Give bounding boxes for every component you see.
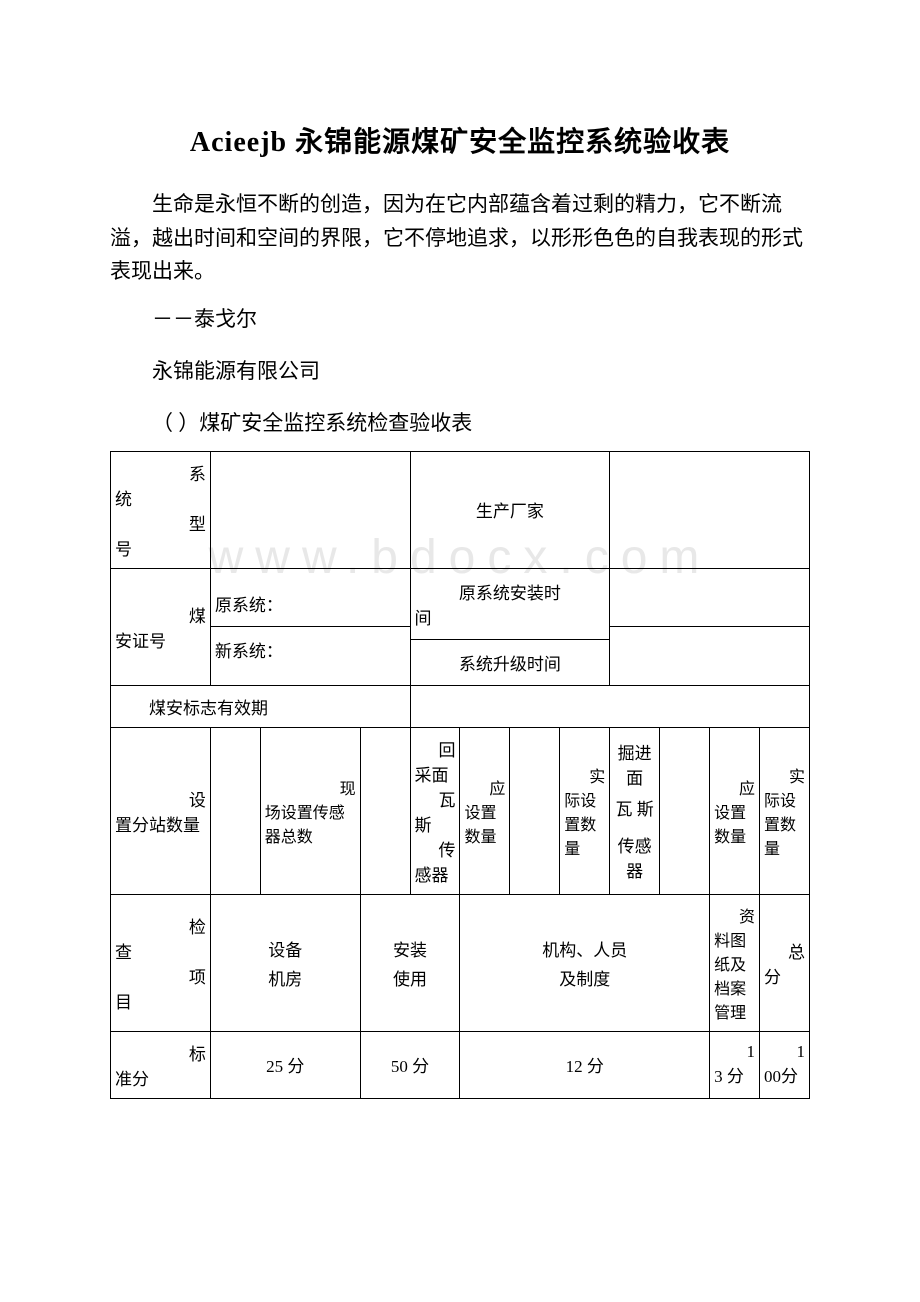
- cell-sensor-total-value: [360, 727, 410, 894]
- table-row: 设 置分站数量 现 场设置传感器总数 回 采面 瓦 斯 传 感器 应 设置数量 …: [111, 727, 810, 894]
- table-row: 系 统 型 号 生产厂家: [111, 451, 810, 568]
- cell-score-13: 1 3 分: [710, 1031, 760, 1098]
- cell-cert-validity-value: [410, 685, 809, 727]
- author-line: －－泰戈尔: [110, 303, 810, 333]
- cell-actual-set-2-label: 实 际设置数量: [759, 727, 809, 894]
- cell-actual-set-1-label: 实 际设置数量: [560, 727, 610, 894]
- cell-equipment-room: 设备 机房: [210, 894, 360, 1031]
- cell-score-25: 25 分: [210, 1031, 360, 1098]
- cell-station-count-label: 设 置分站数量: [111, 727, 211, 894]
- cell-docs-mgmt: 资 料图纸及档案管理: [710, 894, 760, 1031]
- inspection-table: 系 统 型 号 生产厂家 煤 安证号 原系统： 新系统： 原系统安装时 间 系统…: [110, 451, 810, 1099]
- cell-should-set-1-label: 应 设置数量: [460, 727, 510, 894]
- cell-install-time-labels: 原系统安装时 间 系统升级时间: [410, 568, 610, 685]
- page-title: Acieejb 永锦能源煤矿安全监控系统验收表: [110, 120, 810, 160]
- cell-should-set-1-value: [510, 727, 560, 894]
- cell-score-50: 50 分: [360, 1031, 460, 1098]
- cell-install-use: 安装 使用: [360, 894, 460, 1031]
- cell-manufacturer-label: 生产厂家: [410, 451, 610, 568]
- table-row: 标 准分 25 分 50 分 12 分 1 3 分 1 00分: [111, 1031, 810, 1098]
- cell-cert-systems: 原系统： 新系统：: [210, 568, 410, 685]
- cell-cert-label: 煤 安证号: [111, 568, 211, 685]
- cell-system-model-label: 系 统 型 号: [111, 451, 211, 568]
- cell-cert-validity-label: 煤安标志有效期: [111, 685, 411, 727]
- cell-score-12: 12 分: [460, 1031, 710, 1098]
- cell-check-item-label: 检 查 项 目: [111, 894, 211, 1031]
- table-row: 煤 安证号 原系统： 新系统： 原系统安装时 间 系统升级时间: [111, 568, 810, 685]
- cell-install-time-values: [610, 568, 810, 685]
- cell-sensor-total-label: 现 场设置传感器总数: [260, 727, 360, 894]
- cell-standard-score-label: 标 准分: [111, 1031, 211, 1098]
- table-row: 煤安标志有效期: [111, 685, 810, 727]
- cell-should-set-2-label: 应 设置数量: [710, 727, 760, 894]
- cell-manufacturer-value: [610, 451, 810, 568]
- intro-paragraph: 生命是永恒不断的创造，因为在它内部蕴含着过剩的精力，它不断流溢，越出时间和空间的…: [110, 188, 810, 289]
- cell-station-count-value: [210, 727, 260, 894]
- cell-total-score-label: 总 分: [759, 894, 809, 1031]
- table-row: 检 查 项 目 设备 机房 安装 使用 机构、人员 及制度 资 料图纸及档案管理…: [111, 894, 810, 1031]
- cell-mining-gas-sensor-label: 回 采面 瓦 斯 传 感器: [410, 727, 460, 894]
- cell-tunnel-value: [660, 727, 710, 894]
- cell-system-model-value: [210, 451, 410, 568]
- cell-tunnel-gas-sensor-label: 掘进面 瓦 斯 传感器: [610, 727, 660, 894]
- cell-score-100: 1 00分: [759, 1031, 809, 1098]
- cell-org-personnel: 机构、人员 及制度: [460, 894, 710, 1031]
- subtitle-line: （ ）煤矿安全监控系统检查验收表: [110, 407, 810, 437]
- company-line: 永锦能源有限公司: [110, 355, 810, 385]
